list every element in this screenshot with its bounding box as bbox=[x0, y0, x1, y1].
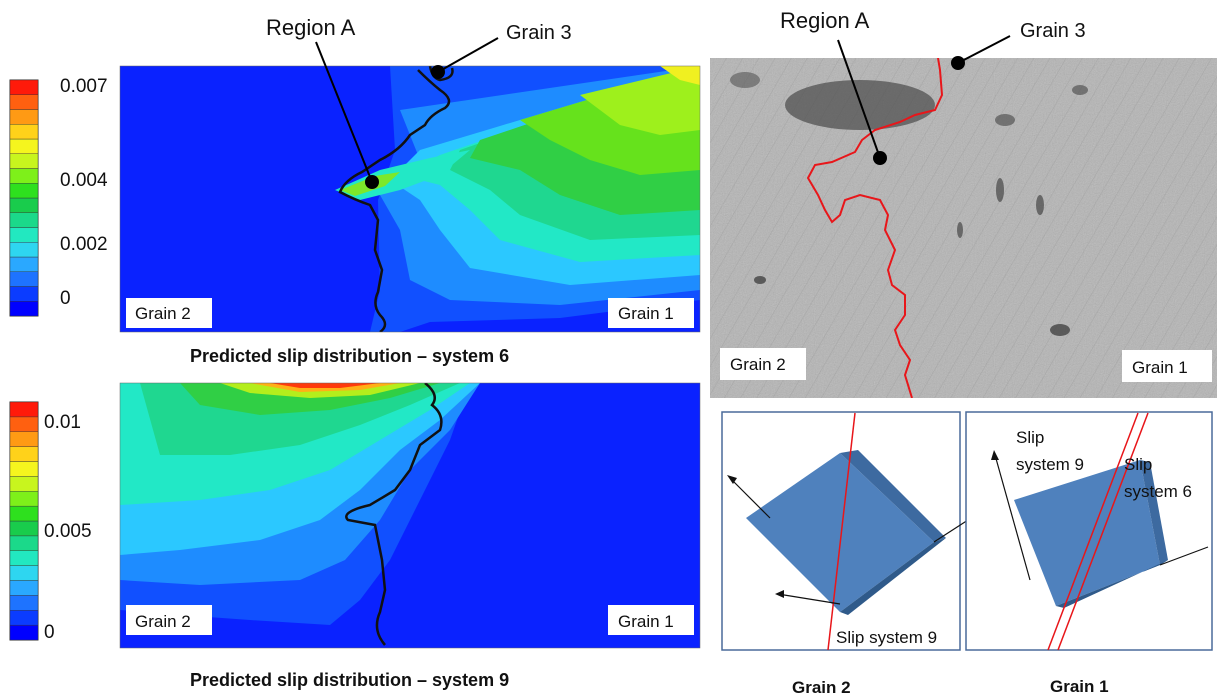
colorbar-cell bbox=[9, 242, 39, 258]
colorbar-cell bbox=[9, 535, 39, 551]
cube-caption-grain-2: Grain 2 bbox=[792, 678, 851, 697]
slip-system-9-label: Slip bbox=[1016, 428, 1044, 447]
cube-panel-grain-1: Slip system 9 Slip system 6 bbox=[965, 411, 1213, 651]
colorbar-top-tick: 0 bbox=[60, 288, 71, 309]
colorbar-top-tick: 0.002 bbox=[60, 234, 108, 255]
grain-2-label: Grain 2 bbox=[730, 355, 786, 374]
colorbar-cell bbox=[9, 416, 39, 432]
colorbar-cell bbox=[9, 168, 39, 184]
colorbar-cell bbox=[9, 431, 39, 447]
grain-label-box bbox=[608, 605, 694, 635]
grain-label-box bbox=[126, 298, 212, 328]
slip-map-system-9: Grain 2 Grain 1 bbox=[119, 382, 701, 649]
annotations: Region A Grain 3 Region A Grain 3 bbox=[266, 8, 1086, 189]
grain-1-label: Grain 1 bbox=[618, 612, 674, 631]
grain-3-marker bbox=[951, 56, 965, 70]
slip-system-6-label: system 6 bbox=[1124, 482, 1192, 501]
grain-3-label: Grain 3 bbox=[506, 22, 572, 44]
colorbar-cell bbox=[9, 227, 39, 243]
colorbar-cell bbox=[9, 446, 39, 462]
colorbar-top: 0.007 0.004 0.002 0 bbox=[9, 76, 108, 317]
colorbar-top-cells bbox=[9, 79, 39, 317]
colorbar-top-tick: 0.007 bbox=[60, 76, 108, 97]
colorbar-cell bbox=[9, 153, 39, 169]
colorbar-cell bbox=[9, 491, 39, 507]
colorbar-cell bbox=[9, 610, 39, 626]
colorbar-cell bbox=[9, 595, 39, 611]
colorbar-cell bbox=[9, 79, 39, 95]
slip-system-9-label: system 9 bbox=[1016, 455, 1084, 474]
colorbar-cell bbox=[9, 624, 39, 641]
grain-3-marker bbox=[431, 65, 445, 79]
colorbar-cell bbox=[9, 212, 39, 228]
colorbar-bottom-tick: 0.005 bbox=[44, 521, 92, 542]
colorbar-cell bbox=[9, 183, 39, 199]
colorbar-cell bbox=[9, 565, 39, 581]
colorbar-cell bbox=[9, 301, 39, 317]
colorbar-bottom-tick: 0 bbox=[44, 622, 55, 643]
caption-system-9: Predicted slip distribution – system 9 bbox=[190, 670, 509, 690]
grain-label-box bbox=[1122, 350, 1212, 382]
grain-label-box bbox=[720, 348, 806, 380]
grain-2-label: Grain 2 bbox=[135, 612, 191, 631]
colorbar-bottom-cells bbox=[9, 401, 39, 641]
colorbar-cell bbox=[9, 256, 39, 272]
region-a-label: Region A bbox=[780, 8, 870, 33]
colorbar-cell bbox=[9, 286, 39, 302]
colorbar-cell bbox=[9, 461, 39, 477]
colorbar-bottom: 0.01 0.005 0 bbox=[9, 401, 92, 643]
crystal-cube bbox=[1014, 460, 1160, 606]
colorbar-cell bbox=[9, 505, 39, 522]
colorbar-cell bbox=[9, 94, 39, 110]
grain-2-label: Grain 2 bbox=[135, 304, 191, 323]
region-a-marker bbox=[873, 151, 887, 165]
cube-caption-grain-1: Grain 1 bbox=[1050, 677, 1109, 696]
grain-label-box bbox=[608, 298, 694, 328]
colorbar-cell bbox=[9, 271, 39, 287]
region-a-label: Region A bbox=[266, 15, 356, 40]
colorbar-cell bbox=[9, 580, 39, 596]
colorbar-bottom-tick: 0.01 bbox=[44, 412, 81, 433]
micrograph: Grain 2 Grain 1 bbox=[710, 58, 1217, 398]
colorbar-top-tick: 0.004 bbox=[60, 170, 108, 191]
caption-system-6: Predicted slip distribution – system 6 bbox=[190, 346, 509, 366]
colorbar-cell bbox=[9, 476, 39, 492]
colorbar-cell bbox=[9, 520, 39, 537]
crystal-cube bbox=[746, 453, 934, 612]
slip-map-system-6: Grain 2 Grain 1 bbox=[119, 65, 701, 333]
grain-1-label: Grain 1 bbox=[1132, 358, 1188, 377]
region-a-marker bbox=[365, 175, 379, 189]
colorbar-cell bbox=[9, 109, 39, 125]
colorbar-cell bbox=[9, 550, 39, 566]
colorbar-cell bbox=[9, 401, 39, 418]
slip-system-6-label: Slip bbox=[1124, 455, 1152, 474]
slip-system-9-label: Slip system 9 bbox=[836, 628, 937, 647]
cube-panel-grain-2: Slip system 9 bbox=[721, 411, 969, 651]
grain-label-box bbox=[126, 605, 212, 635]
colorbar-cell bbox=[9, 138, 39, 154]
grain-3-label: Grain 3 bbox=[1020, 20, 1086, 42]
colorbar-cell bbox=[9, 124, 39, 140]
grain-1-label: Grain 1 bbox=[618, 304, 674, 323]
colorbar-cell bbox=[9, 197, 39, 213]
